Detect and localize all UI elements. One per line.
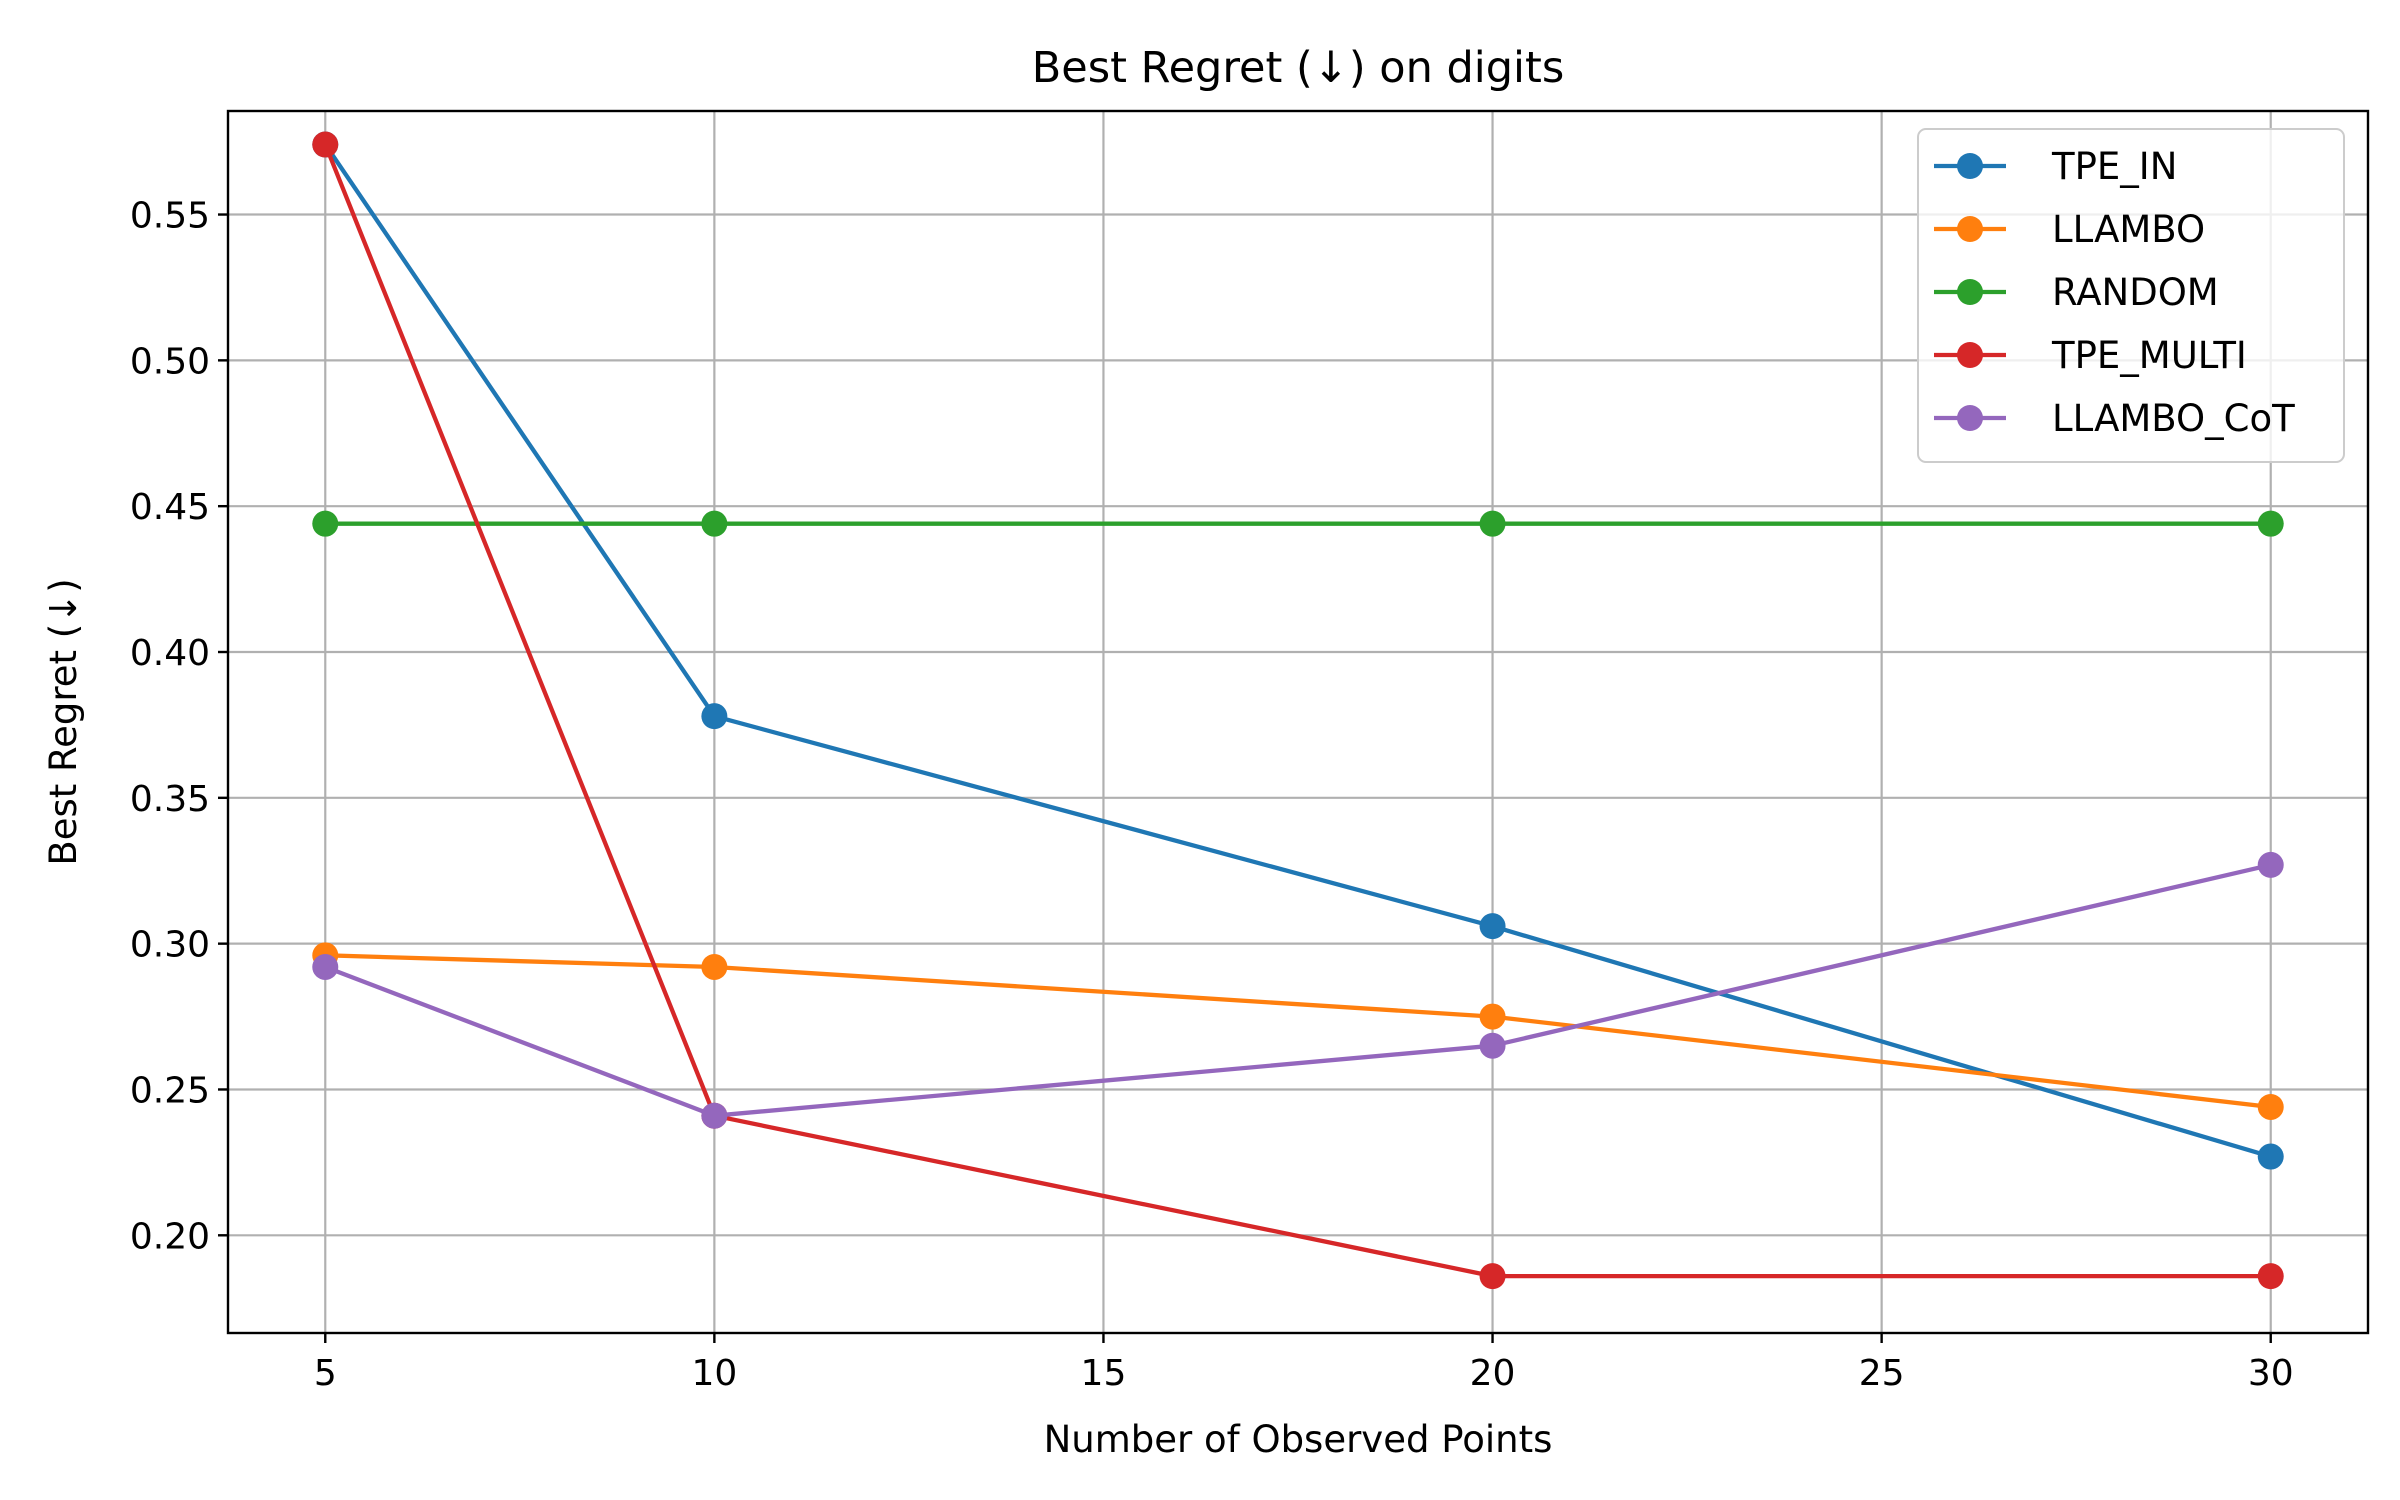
y-tick-label: 0.35 [130,779,210,820]
series-llambo-cot [312,851,2284,1129]
plot-frame [226,109,2370,1335]
y-tick-label: 0.55 [130,196,210,237]
data-point-llambo [1479,1003,1506,1030]
x-tick-label: 15 [1081,1353,1127,1394]
legend-label-random: RANDOM [2052,271,2219,314]
y-tick-label: 0.45 [130,487,210,528]
data-point-llambo-cot [701,1102,728,1129]
data-point-llambo-cot [312,953,339,980]
data-point-llambo [2257,1093,2284,1120]
data-point-llambo-cot [2257,851,2284,878]
y-tick-label: 0.30 [130,925,210,966]
legend-marker-random [1957,279,1983,305]
series-line-tpe-in [322,141,2274,1160]
chart-title: Best Regret (↓) on digits [1032,43,1565,93]
y-tick-label: 0.40 [130,633,210,674]
x-tick-label: 10 [691,1353,737,1394]
legend-label-llambo: LLAMBO [2052,208,2205,251]
y-tick-label: 0.50 [130,341,210,382]
legend: TPE_IN LLAMBO RANDOM TPE_MULTI LLAMBO_CoT [1917,128,2345,463]
legend-marker-tpe-in [1957,153,1983,179]
data-point-llambo [701,953,728,980]
data-point-llambo-cot [1479,1032,1506,1059]
series-random [312,510,2284,537]
legend-marker-llambo [1957,216,1983,242]
legend-label-llambo-cot: LLAMBO_CoT [2052,397,2295,440]
data-point-random [1479,510,1506,537]
legend-box [1917,128,2345,463]
legend-label-tpe-multi: TPE_MULTI [2051,334,2247,377]
data-point-random [2257,510,2284,537]
data-point-tpe-in [2257,1143,2284,1170]
series-line-llambo [323,953,2274,1110]
legend-marker-llambo-cot [1957,405,1983,431]
data-point-tpe-multi [312,131,339,158]
series-tpe-multi [312,131,2284,1290]
series-llambo [312,942,2284,1120]
legend-marker-tpe-multi [1957,342,1983,368]
data-point-random [701,510,728,537]
series-line-tpe-multi [322,141,2273,1279]
y-tick-label: 0.20 [130,1216,210,1257]
series-line-llambo-cot [322,862,2274,1118]
y-axis-label: Best Regret (↓) [42,578,85,865]
y-tick-label: 0.25 [130,1070,210,1111]
series-group [312,131,2284,1290]
data-point-tpe-in [1479,913,1506,940]
data-point-tpe-multi [1479,1263,1506,1290]
x-tick-label: 30 [2248,1353,2294,1394]
data-point-random [312,510,339,537]
x-tick-label: 25 [1859,1353,1905,1394]
x-axis-label: Number of Observed Points [1044,1418,1553,1461]
grid-lines [228,111,2368,1333]
data-point-tpe-multi [2257,1263,2284,1290]
axis-ticks: 5 10 15 20 25 30 0.20 0.25 0.30 0.35 0.40 0.45 0.50 0… [130,196,2294,1394]
data-point-tpe-in [701,703,728,730]
x-tick-label: 5 [314,1353,337,1394]
legend-label-tpe-in: TPE_IN [2051,145,2177,188]
x-tick-label: 20 [1470,1353,1516,1394]
